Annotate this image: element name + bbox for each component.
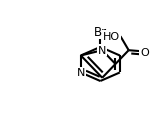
Text: N: N	[98, 46, 106, 56]
Text: N: N	[77, 68, 85, 78]
Text: HO: HO	[103, 32, 120, 42]
Text: O: O	[140, 47, 149, 57]
Text: Br: Br	[94, 26, 107, 39]
